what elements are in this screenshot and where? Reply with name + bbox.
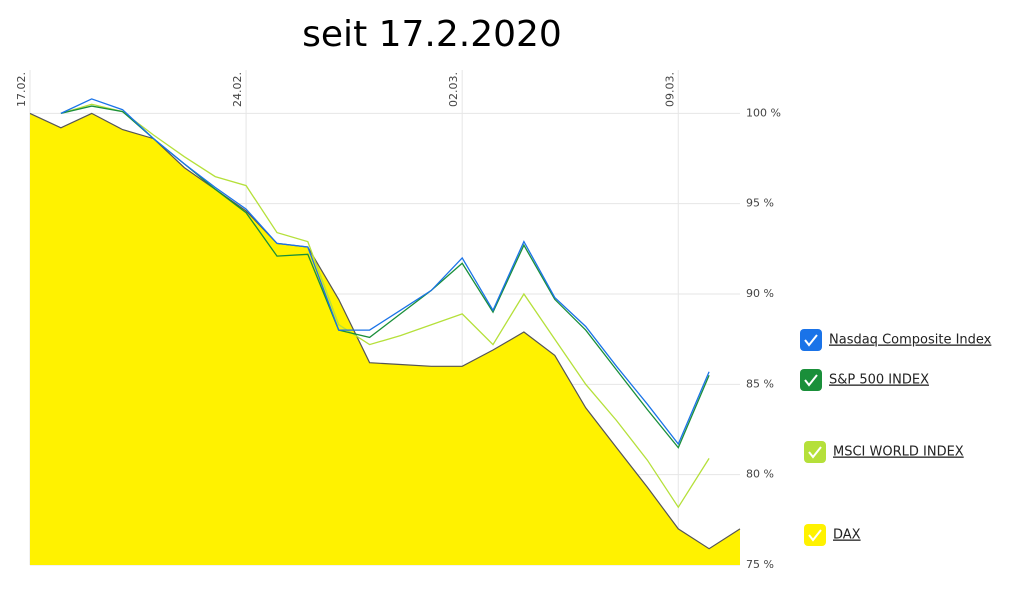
line (60, 98, 710, 446)
x-tick-label: 02.03. (447, 72, 460, 107)
legend-label: Nasdaq Composite Index (829, 333, 992, 348)
y-tick-label: 80 % (746, 468, 774, 481)
legend-check (804, 334, 818, 347)
legend-checkbox (800, 369, 822, 391)
legend-checkbox (804, 524, 826, 546)
chart-title: seit 17.2.2020 (302, 14, 562, 55)
plot (29, 98, 741, 566)
y-tick-label: 75 % (746, 558, 774, 571)
line (29, 112, 741, 550)
y-tick-label: 100 % (746, 106, 781, 119)
legend-item[interactable]: MSCI WORLD INDEX (804, 441, 964, 463)
line (60, 103, 710, 509)
legend-check (808, 446, 822, 459)
legend-item[interactable]: DAX (804, 524, 861, 546)
legend-checkbox (800, 329, 822, 351)
legend-checkbox (804, 441, 826, 463)
y-tick-label: 90 % (746, 287, 774, 300)
axes: 75 % 80 % 85 % 90 % 95 % 100 % 17.02. 24.02. 02.… (15, 72, 781, 571)
legend-item[interactable]: S&P 500 INDEX (800, 369, 929, 391)
y-tick-label: 95 % (746, 197, 774, 210)
legend-label: S&P 500 INDEX (829, 373, 929, 388)
legend-label: DAX (833, 528, 861, 543)
legend: Nasdaq Composite Index S&P 500 INDEX MSCI … (800, 329, 992, 546)
x-tick-label: 09.03. (663, 72, 676, 107)
legend-check (808, 529, 822, 542)
legend-check (804, 374, 818, 387)
area (30, 113, 740, 566)
x-tick-label: 17.02. (15, 72, 28, 107)
legend-label: MSCI WORLD INDEX (833, 445, 964, 460)
legend-item[interactable]: Nasdaq Composite Index (800, 329, 992, 351)
y-tick-label: 85 % (746, 377, 774, 390)
x-tick-label: 24.02. (231, 72, 244, 107)
